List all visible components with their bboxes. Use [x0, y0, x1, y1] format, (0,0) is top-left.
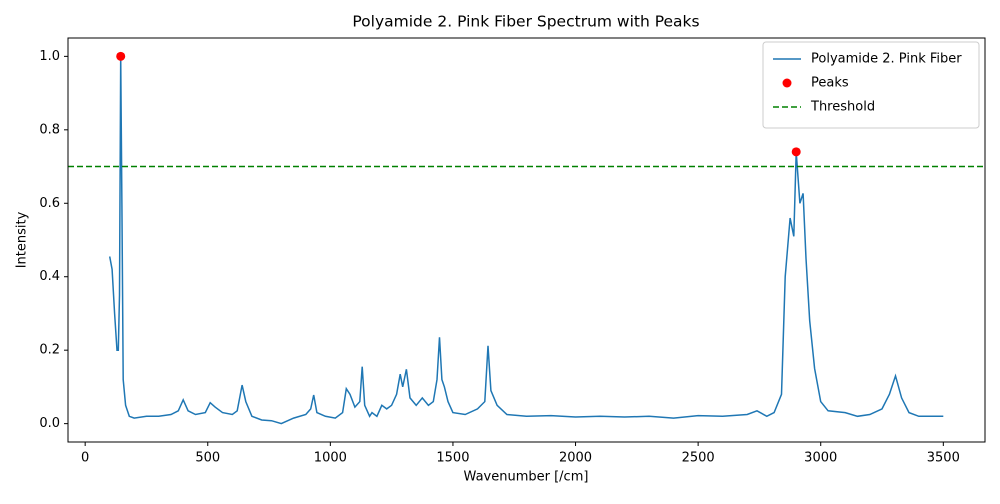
- y-tick-label: 0.6: [39, 196, 60, 211]
- y-tick-label: 1.0: [39, 49, 60, 64]
- legend-box: [762, 41, 980, 129]
- x-tick-label: 500: [195, 451, 220, 466]
- peak-point: [791, 147, 801, 157]
- y-axis-label: Intensity: [15, 211, 30, 268]
- y-tick-label: 0.4: [39, 269, 60, 284]
- x-tick-label: 1500: [436, 451, 469, 466]
- peak-point: [116, 51, 126, 61]
- chart-title: Polyamide 2. Pink Fiber Spectrum with Pe…: [352, 13, 699, 31]
- x-tick-label: 2000: [559, 451, 592, 466]
- plot-frame: [67, 37, 986, 443]
- y-tick-label: 0.2: [39, 343, 60, 358]
- x-tick-label: 0: [81, 451, 89, 466]
- x-axis-label: Wavenumber [/cm]: [464, 470, 589, 485]
- x-tick-label: 1000: [314, 451, 347, 466]
- legend-label: Peaks: [811, 76, 849, 91]
- x-tick-label: 2500: [682, 451, 715, 466]
- y-tick-label: 0.0: [39, 416, 60, 431]
- x-tick-label: 3000: [804, 451, 837, 466]
- legend-marker: [782, 78, 792, 88]
- legend-label: Threshold: [810, 100, 875, 115]
- legend-label: Polyamide 2. Pink Fiber: [811, 52, 962, 67]
- y-tick-label: 0.8: [39, 122, 60, 137]
- x-tick-label: 3500: [927, 451, 960, 466]
- spectrum-line: [108, 56, 944, 425]
